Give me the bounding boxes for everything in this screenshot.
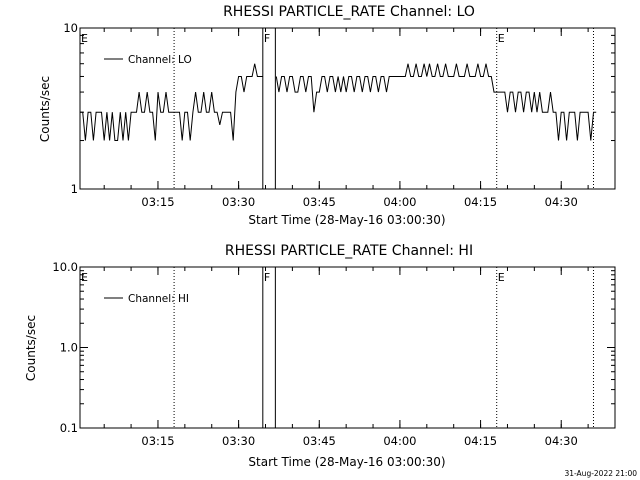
x-tick-label: 04:30 bbox=[545, 434, 578, 448]
x-tick-label: 03:45 bbox=[303, 434, 336, 448]
legend-label: Channel: HI bbox=[128, 293, 189, 305]
chart-panel-lo: RHESSI PARTICLE_RATE Channel: LO Counts/… bbox=[38, 4, 616, 227]
chart-title: RHESSI PARTICLE_RATE Channel: LO bbox=[223, 4, 475, 20]
legend-label: Channel: LO bbox=[128, 54, 192, 66]
data-series-line bbox=[275, 63, 597, 141]
x-tick-label: 04:15 bbox=[464, 434, 497, 448]
x-tick-label: 03:15 bbox=[141, 434, 174, 448]
x-tick-label: 04:30 bbox=[545, 195, 578, 209]
x-axis-label: Start Time (28-May-16 03:00:30) bbox=[248, 455, 445, 469]
y-axis-label: Counts/sec bbox=[24, 315, 38, 381]
event-marker-label: E bbox=[498, 271, 505, 284]
x-tick-label: 03:30 bbox=[222, 195, 255, 209]
chart-title: RHESSI PARTICLE_RATE Channel: HI bbox=[225, 243, 473, 259]
event-marker-label: E bbox=[498, 32, 505, 45]
x-tick-label: 04:00 bbox=[383, 434, 416, 448]
chart-panel-hi: RHESSI PARTICLE_RATE Channel: HI Counts/… bbox=[24, 243, 616, 469]
plot-timestamp: 31-Aug-2022 21:00 bbox=[564, 469, 637, 478]
y-tick-label: 10 bbox=[63, 21, 78, 35]
x-tick-label: 03:30 bbox=[222, 434, 255, 448]
x-tick-label: 04:00 bbox=[383, 195, 416, 209]
data-series-line bbox=[80, 63, 263, 141]
x-axis-label: Start Time (28-May-16 03:00:30) bbox=[248, 213, 445, 227]
plot-frame bbox=[79, 266, 616, 429]
x-tick-label: 03:15 bbox=[141, 195, 174, 209]
plot-frame bbox=[79, 27, 616, 190]
y-tick-label: 1 bbox=[71, 182, 78, 196]
event-marker-label: F bbox=[264, 32, 270, 45]
x-tick-label: 04:15 bbox=[464, 195, 497, 209]
y-tick-label: 10.0 bbox=[52, 260, 78, 274]
y-tick-label: 1.0 bbox=[60, 341, 78, 355]
y-axis-label: Counts/sec bbox=[38, 76, 52, 142]
x-tick-label: 03:45 bbox=[303, 195, 336, 209]
y-tick-label: 0.1 bbox=[60, 421, 78, 435]
event-marker-label: E bbox=[81, 32, 88, 45]
event-marker-label: F bbox=[264, 271, 270, 284]
event-marker-label: E bbox=[81, 271, 88, 284]
